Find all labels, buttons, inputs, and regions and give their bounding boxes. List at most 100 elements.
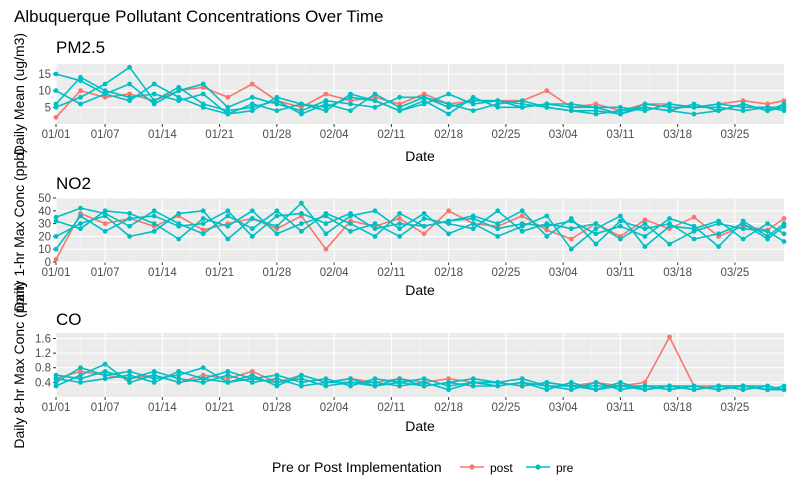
data-point: [53, 114, 59, 120]
x-tick-label: 02/25: [491, 402, 520, 414]
x-tick-label: 01/21: [205, 402, 234, 414]
data-point: [348, 380, 353, 385]
data-point: [470, 383, 476, 389]
data-point: [642, 380, 648, 385]
x-tick-label: 03/04: [549, 267, 578, 279]
data-point: [372, 221, 378, 227]
data-point: [544, 88, 550, 94]
y-tick-label: 1.2: [35, 348, 51, 360]
data-point: [397, 380, 402, 385]
data-point: [200, 216, 206, 221]
data-point: [495, 234, 501, 239]
data-point: [495, 208, 501, 214]
data-point: [274, 208, 280, 214]
data-point: [274, 383, 280, 389]
data-point: [446, 104, 451, 110]
data-point: [781, 104, 787, 110]
data-point: [716, 221, 721, 227]
x-tick-label: 01/21: [205, 267, 234, 279]
data-point: [618, 108, 623, 114]
data-point: [323, 380, 329, 385]
data-point: [200, 380, 206, 385]
data-point: [151, 81, 157, 87]
data-point: [421, 231, 427, 237]
data-point: [568, 383, 574, 389]
data-point: [642, 221, 648, 227]
data-point: [740, 101, 746, 107]
legend-entry-post: post: [460, 461, 513, 475]
data-point: [53, 257, 59, 262]
data-point: [667, 108, 672, 114]
data-point: [470, 108, 476, 114]
data-point: [470, 221, 476, 227]
data-point: [348, 98, 353, 104]
data-point: [53, 372, 59, 378]
data-point: [691, 383, 697, 389]
data-point: [200, 365, 206, 371]
data-point: [519, 380, 525, 385]
data-point: [421, 101, 427, 107]
data-point: [716, 104, 721, 110]
data-point: [691, 214, 697, 220]
data-point: [225, 111, 231, 117]
data-point: [421, 91, 427, 97]
data-point: [618, 380, 623, 385]
data-point: [225, 380, 231, 385]
data-point: [127, 211, 132, 216]
data-point: [151, 98, 157, 104]
data-point: [274, 101, 280, 107]
data-point: [225, 104, 231, 110]
data-point: [691, 111, 697, 117]
data-point: [78, 205, 83, 211]
data-point: [249, 226, 255, 232]
data-point: [348, 94, 353, 100]
data-point: [200, 104, 206, 110]
data-point: [176, 84, 182, 90]
panel-1: 01/01 01/07 01/14 01/21 01/28 02/04 02/11 02/18…: [11, 148, 787, 312]
data-point: [78, 101, 83, 107]
data-point: [397, 101, 402, 107]
data-point: [519, 98, 525, 104]
data-point: [421, 376, 427, 382]
data-point: [299, 111, 304, 117]
data-point: [323, 376, 329, 382]
panel-title: PM2.5: [56, 38, 105, 57]
x-tick-label: 01/01: [42, 402, 71, 414]
data-point: [446, 101, 451, 107]
series-pre: [53, 200, 787, 252]
data-point: [299, 383, 304, 389]
data-point: [691, 387, 697, 393]
data-point: [740, 108, 746, 114]
data-point: [593, 387, 599, 393]
data-point: [397, 221, 402, 227]
data-point: [446, 91, 451, 97]
x-tick-label: 02/18: [434, 402, 463, 414]
data-point: [53, 101, 59, 107]
panel-title: CO: [56, 310, 82, 329]
data-point: [740, 226, 746, 232]
data-point: [519, 221, 525, 227]
chart-panels: 01/01 01/07 01/14 01/21 01/28 02/04 02/11 02/18…: [11, 33, 787, 449]
y-tick-label: 10: [38, 86, 51, 98]
y-axis-label: Daily 1-hr Max Conc (ppb): [11, 148, 27, 311]
data-point: [53, 383, 59, 389]
data-point: [470, 94, 476, 100]
x-axis-label: Date: [405, 282, 435, 298]
x-tick-label: 01/14: [148, 402, 177, 414]
data-point: [249, 376, 255, 382]
data-point: [102, 361, 108, 367]
data-point: [593, 221, 599, 227]
data-point: [421, 223, 427, 229]
data-point: [102, 208, 108, 214]
x-tick-label: 02/04: [320, 267, 349, 279]
data-point: [78, 376, 83, 382]
data-point: [249, 81, 255, 87]
data-point: [151, 228, 157, 234]
data-point: [176, 236, 182, 242]
data-point: [176, 380, 182, 385]
x-tick-label: 03/25: [721, 129, 750, 141]
data-point: [781, 239, 787, 244]
x-tick-label: 03/04: [549, 402, 578, 414]
data-point: [102, 376, 108, 382]
data-point: [78, 213, 83, 219]
